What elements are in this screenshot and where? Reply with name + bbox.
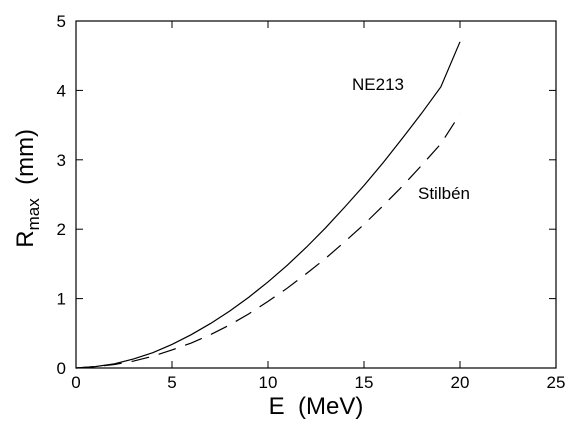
y-axis-title-subscript: max [24,198,43,231]
y-tick-label: 1 [57,290,66,309]
x-axis-title: E (MeV) [269,393,364,420]
y-axis-tick-labels: 0 1 2 3 4 5 [57,12,66,378]
svg-text:Rmax (mm): Rmax (mm) [12,96,43,295]
y-tick-label: 3 [57,151,66,170]
y-axis-title-unit: (mm) [12,129,39,198]
x-tick-label: 15 [355,373,374,392]
y-tick-label: 4 [57,81,66,100]
y-axis-title: Rmax (mm) [12,96,43,295]
x-axis-ticks [75,21,557,368]
y-tick-label: 0 [57,359,66,378]
y-tick-label: 2 [57,220,66,239]
stilben-curve [75,113,461,369]
x-axis-tick-labels: 0 5 10 15 20 25 [71,373,565,392]
x-tick-label: 0 [71,373,80,392]
ne213-label: NE213 [352,75,404,94]
y-axis-ticks [76,20,556,369]
x-tick-label: 5 [167,373,176,392]
y-axis-title-main: R [12,230,39,247]
plot-frame [75,20,557,369]
stilben-label: Stilbén [418,184,470,203]
x-tick-label: 10 [259,373,278,392]
ne213-curve [75,41,461,369]
y-tick-label: 5 [57,12,66,31]
x-tick-label: 25 [547,373,566,392]
x-tick-label: 20 [451,373,470,392]
